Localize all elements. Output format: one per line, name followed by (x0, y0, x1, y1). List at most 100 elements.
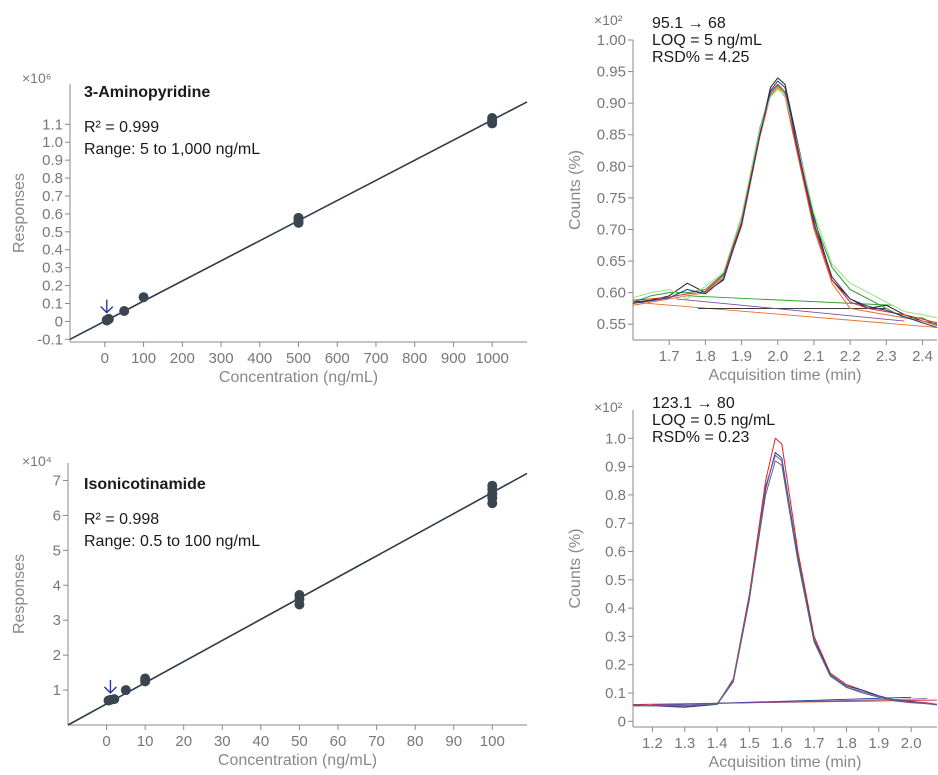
y-tick-label: 0 (618, 713, 626, 730)
lowest-level-arrow (100, 299, 114, 314)
chromatogram-95-to-68: 0.55 0.60 0.65 0.70 0.75 0.80 0.85 0.90 0.95 1.00… (567, 12, 937, 384)
y-tick-label: 0.2 (42, 278, 63, 295)
x-tick-label: 2.0 (901, 735, 922, 752)
y-tick-label: 1.0 (42, 134, 63, 151)
data-point (109, 694, 120, 705)
y-tick-label: 0.4 (605, 600, 626, 617)
x-axis-label: Concentration (ng/mL) (218, 752, 377, 769)
y-tick-label: 0.65 (597, 253, 626, 270)
baseline-trace (633, 301, 937, 328)
data-point (120, 685, 131, 696)
lowest-level-arrow (103, 679, 117, 694)
y-tick-label: -0.1 (37, 331, 63, 348)
axis-multiplier: ×10² (594, 399, 623, 415)
y-tick-label: 0.80 (597, 158, 626, 175)
y-tick-label: 1 (53, 682, 61, 699)
x-tick-label: 1.8 (695, 348, 716, 365)
x-tick-label: 1.4 (707, 735, 728, 752)
x-tick-label: 500 (286, 350, 311, 367)
y-tick-label: 0.7 (605, 515, 626, 532)
x-tick-label: 1.3 (674, 735, 695, 752)
y-tick-label: 0.8 (42, 170, 63, 187)
y-tick-label: 0.5 (42, 224, 63, 241)
replicate-trace (633, 454, 937, 707)
data-point (294, 590, 305, 601)
replicate-trace (633, 80, 937, 328)
calibration-plot-3-aminopyridine: -0.100.10.20.30.40.50.60.70.80.91.01.10 1… (11, 70, 528, 386)
y-tick-label: 0.8 (605, 487, 626, 504)
x-tick-label: 200 (170, 350, 195, 367)
x-tick-label: 2.3 (876, 348, 897, 365)
replicate-trace (633, 460, 937, 707)
x-tick-label: 30 (214, 733, 231, 750)
plot-area (633, 77, 937, 328)
y-tick-label: 0.5 (605, 572, 626, 589)
x-tick-label: 1.9 (868, 735, 889, 752)
y-tick-label: 0.4 (42, 242, 63, 259)
x-tick-label: 2.1 (804, 348, 825, 365)
y-tick-label: 0.1 (605, 685, 626, 702)
data-point (103, 313, 114, 324)
chart-annotation: RSD% = 4.25 (652, 49, 749, 66)
y-tick-label: 7 (53, 472, 61, 489)
x-tick-label: 300 (209, 350, 234, 367)
x-tick-label: 40 (253, 733, 270, 750)
y-axis-label: Responses (11, 554, 28, 634)
y-tick-label: 0.90 (597, 95, 626, 112)
chart-annotation: R² = 0.998 (84, 511, 159, 528)
y-axis-label: Counts (%) (567, 528, 584, 608)
x-tick-label: 2.2 (840, 348, 861, 365)
chart-annotation: R² = 0.999 (84, 119, 159, 136)
axis-multiplier: ×10⁶ (22, 70, 52, 86)
x-tick-label: 50 (291, 733, 308, 750)
x-tick-label: 80 (407, 733, 424, 750)
x-tick-label: 400 (247, 350, 272, 367)
y-tick-label: 0.85 (597, 127, 626, 144)
y-tick-label: 0.1 (42, 295, 63, 312)
y-tick-label: 0.70 (597, 221, 626, 238)
data-point (293, 212, 304, 223)
axis-multiplier: ×10⁴ (22, 453, 52, 469)
replicate-trace (633, 85, 937, 326)
chart-annotation: 95.1 → 68 (652, 15, 726, 32)
data-point (138, 292, 149, 303)
y-tick-label: 5 (53, 542, 61, 559)
y-tick-label: 3 (53, 612, 61, 629)
data-point (140, 673, 151, 684)
data-point (487, 480, 498, 491)
y-tick-label: 0.3 (42, 260, 63, 277)
chart-annotation: LOQ = 0.5 ng/mL (652, 412, 775, 429)
y-tick-label: 0.55 (597, 316, 626, 333)
x-tick-label: 2.0 (767, 348, 788, 365)
y-tick-label: 4 (53, 577, 61, 594)
data-point (487, 113, 498, 124)
x-tick-label: 20 (175, 733, 192, 750)
y-tick-label: 0.9 (42, 152, 63, 169)
chart-annotation: LOQ = 5 ng/mL (652, 32, 762, 49)
replicate-trace (633, 452, 937, 708)
y-tick-label: 0.2 (605, 657, 626, 674)
chart-title: Isonicotinamide (84, 476, 206, 493)
x-tick-label: 60 (330, 733, 347, 750)
x-tick-label: 100 (131, 350, 156, 367)
x-tick-label: 1.9 (731, 348, 752, 365)
x-tick-label: 1.5 (739, 735, 760, 752)
x-tick-label: 800 (402, 350, 427, 367)
chart-annotation: 123.1 → 80 (652, 395, 735, 412)
y-tick-label: 1.1 (42, 116, 63, 133)
y-tick-label: 0.3 (605, 628, 626, 645)
x-tick-label: 90 (445, 733, 462, 750)
y-tick-label: 1.0 (605, 430, 626, 447)
replicate-trace (633, 83, 937, 324)
y-tick-label: 0.6 (605, 544, 626, 561)
plot-area (633, 437, 937, 708)
chromatogram-123-to-80: 0 0.1 0.2 0.3 0.4 0.5 0.6 0.7 0.8 0.9 1.0 1.2 1.3 1.4… (567, 395, 937, 771)
y-tick-label: 2 (53, 647, 61, 664)
y-tick-label: 0 (55, 313, 63, 330)
x-tick-label: 1.2 (642, 735, 663, 752)
y-axis-label: Counts (%) (567, 150, 584, 230)
x-tick-label: 900 (441, 350, 466, 367)
x-tick-label: 1.8 (836, 735, 857, 752)
replicate-trace (633, 88, 937, 319)
